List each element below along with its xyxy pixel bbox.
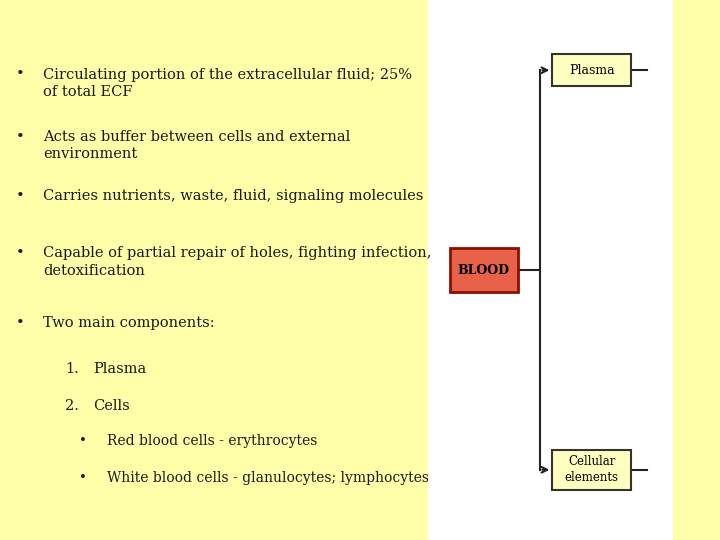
Text: •: •	[16, 316, 24, 330]
Text: Red blood cells - erythrocytes: Red blood cells - erythrocytes	[107, 434, 317, 448]
Text: 1.: 1.	[65, 362, 78, 376]
Text: Two main components:: Two main components:	[43, 316, 215, 330]
Text: •: •	[16, 246, 24, 260]
Text: •: •	[16, 189, 24, 203]
Text: Plasma: Plasma	[569, 64, 615, 77]
Text: Cellular
elements: Cellular elements	[564, 455, 618, 484]
Text: 2.: 2.	[65, 399, 78, 413]
Text: •: •	[79, 471, 87, 484]
Text: •: •	[16, 130, 24, 144]
Text: Plasma: Plasma	[94, 362, 147, 376]
Text: •: •	[79, 434, 87, 447]
Bar	[428, 0, 673, 540]
Text: Capable of partial repair of holes, fighting infection,
detoxification: Capable of partial repair of holes, figh…	[43, 246, 432, 278]
Text: Cells: Cells	[94, 399, 130, 413]
Text: Carries nutrients, waste, fluid, signaling molecules: Carries nutrients, waste, fluid, signali…	[43, 189, 423, 203]
Text: Circulating portion of the extracellular fluid; 25%
of total ECF: Circulating portion of the extracellular…	[43, 68, 412, 99]
Text: •: •	[16, 68, 24, 82]
Text: BLOOD: BLOOD	[458, 264, 510, 276]
Text: Acts as buffer between cells and external
environment: Acts as buffer between cells and externa…	[43, 130, 351, 161]
Bar	[552, 54, 631, 86]
Bar	[552, 449, 631, 490]
Text: White blood cells - glanulocytes; lymphocytes: White blood cells - glanulocytes; lympho…	[107, 471, 428, 485]
Bar	[449, 248, 518, 292]
